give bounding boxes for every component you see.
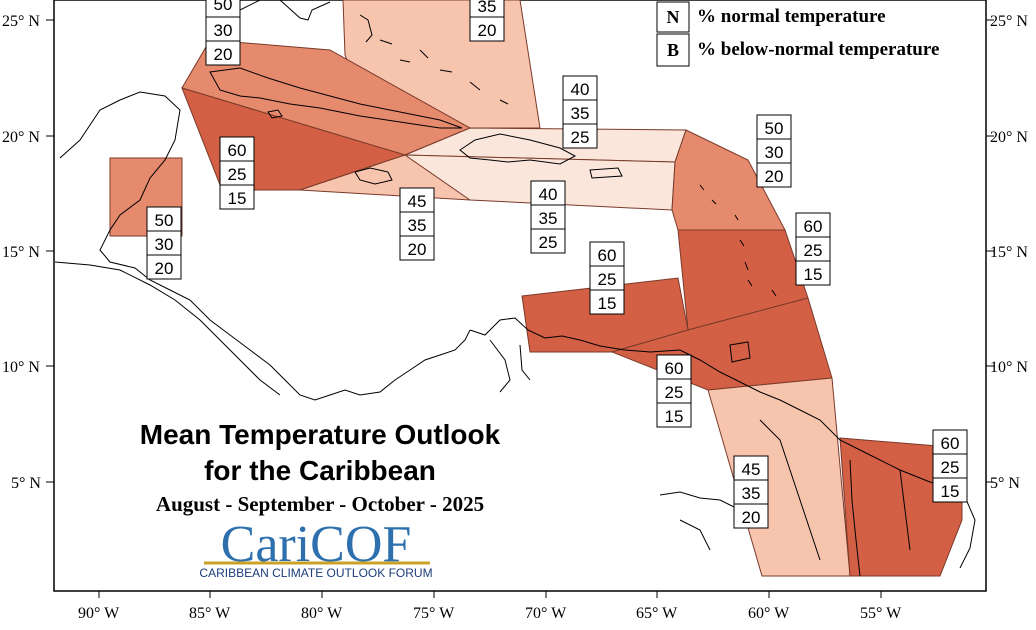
prob-below: 15 (228, 189, 247, 208)
prob-normal: 25 (665, 383, 684, 402)
prob-box-abc: 60 25 15 (589, 241, 625, 315)
prob-box-jamaica: 45 35 20 (399, 187, 435, 261)
prob-box-guyana: 45 35 20 (733, 455, 769, 529)
prob-above: 60 (665, 359, 684, 378)
lon-label-3: 75° W (413, 605, 455, 622)
prob-below: 20 (408, 240, 427, 259)
prob-above: 40 (571, 80, 590, 99)
lon-label-0: 90° W (78, 605, 120, 622)
lon-label-4: 70° W (525, 605, 567, 622)
lon-label-6: 60° W (748, 605, 790, 622)
title-line-2: for the Caribbean (204, 455, 436, 486)
lat-label-right-1: 20° N (990, 129, 1028, 146)
prob-below: 20 (478, 21, 497, 40)
prob-normal: 25 (804, 241, 823, 260)
title-period: August - September - October - 2025 (156, 492, 484, 516)
prob-below: 25 (539, 233, 558, 252)
prob-above: 45 (742, 460, 761, 479)
lat-label-left-0: 25° N (2, 13, 40, 30)
prob-box-windward: 60 25 15 (795, 212, 831, 286)
prob-box-hispaniola-south: 40 35 25 (530, 180, 566, 254)
prob-box-suriname-french-guiana: 60 25 15 (932, 429, 968, 503)
lon-label-2: 80° W (301, 605, 343, 622)
coastlines (54, 0, 976, 577)
prob-below: 15 (598, 294, 617, 313)
legend-letter-normal: N (667, 7, 680, 27)
lat-label-right-2: 15° N (990, 244, 1028, 261)
longitude-axis: 90° W 85° W 80° W 75° W 70° W 65° W 60° … (78, 591, 902, 622)
prob-below: 20 (765, 167, 784, 186)
prob-box-hispaniola-north: 40 35 25 (562, 75, 598, 149)
lon-label-1: 85° W (189, 605, 231, 622)
prob-below: 20 (155, 259, 174, 278)
lon-label-7: 55° W (860, 605, 902, 622)
lat-label-left-1: 20° N (2, 129, 40, 146)
legend-label-below: % below-normal temperature (697, 39, 939, 60)
prob-below: 15 (804, 265, 823, 284)
prob-normal: 30 (765, 143, 784, 162)
prob-normal: 35 (408, 216, 427, 235)
legend-letter-below: B (667, 40, 679, 60)
prob-below: 25 (571, 128, 590, 147)
logo-subtitle: CARIBBEAN CLIMATE OUTLOOK FORUM (199, 566, 432, 580)
title-line-1: Mean Temperature Outlook (140, 419, 501, 450)
prob-box-cuba: 50 30 20 (205, 0, 241, 66)
legend-label-normal: % normal temperature (697, 6, 886, 27)
prob-normal: 30 (214, 21, 233, 40)
legend: N % normal temperature B % below-normal … (656, 1, 939, 67)
prob-box-bahamas: 35 20 (469, 0, 505, 42)
prob-below: 15 (665, 407, 684, 426)
lat-label-left-4: 5° N (11, 475, 41, 492)
lat-label-right-4: 5° N (990, 475, 1020, 492)
legend-box-normal (656, 1, 690, 33)
prob-box-belize: 50 30 20 (146, 206, 182, 280)
prob-above: 50 (765, 119, 784, 138)
outlook-regions (109, 0, 963, 577)
prob-normal: 25 (941, 458, 960, 477)
prob-box-trinidad: 60 25 15 (656, 354, 692, 428)
prob-normal: 35 (571, 104, 590, 123)
prob-normal: 35 (478, 0, 497, 16)
lat-label-right-3: 10° N (990, 359, 1028, 376)
prob-above: 50 (214, 0, 233, 14)
lat-label-left-3: 10° N (2, 359, 40, 376)
lat-label-right-0: 25° N (990, 13, 1028, 30)
caricof-logo: CariCOF CARIBBEAN CLIMATE OUTLOOK FORUM (199, 516, 432, 580)
prob-below: 20 (742, 508, 761, 527)
prob-normal: 30 (155, 235, 174, 254)
prob-below: 20 (214, 45, 233, 64)
prob-above: 60 (941, 434, 960, 453)
prob-normal: 25 (228, 165, 247, 184)
prob-above: 40 (539, 185, 558, 204)
map-title: Mean Temperature Outlook for the Caribbe… (140, 419, 501, 516)
prob-normal: 25 (598, 270, 617, 289)
prob-above: 50 (155, 211, 174, 230)
latitude-axis: 25° N 20° N 15° N 10° N 5° N 25° N 20° N… (2, 13, 1028, 492)
lon-label-5: 65° W (636, 605, 678, 622)
prob-above: 60 (804, 217, 823, 236)
prob-normal: 35 (539, 209, 558, 228)
prob-box-leeward: 50 30 20 (756, 114, 792, 188)
lat-label-left-2: 15° N (2, 244, 40, 261)
prob-above: 60 (598, 246, 617, 265)
prob-normal: 35 (742, 484, 761, 503)
prob-below: 15 (941, 482, 960, 501)
prob-above: 45 (408, 192, 427, 211)
prob-box-cayman: 60 25 15 (219, 136, 255, 210)
legend-box-below (656, 33, 690, 67)
prob-above: 60 (228, 141, 247, 160)
